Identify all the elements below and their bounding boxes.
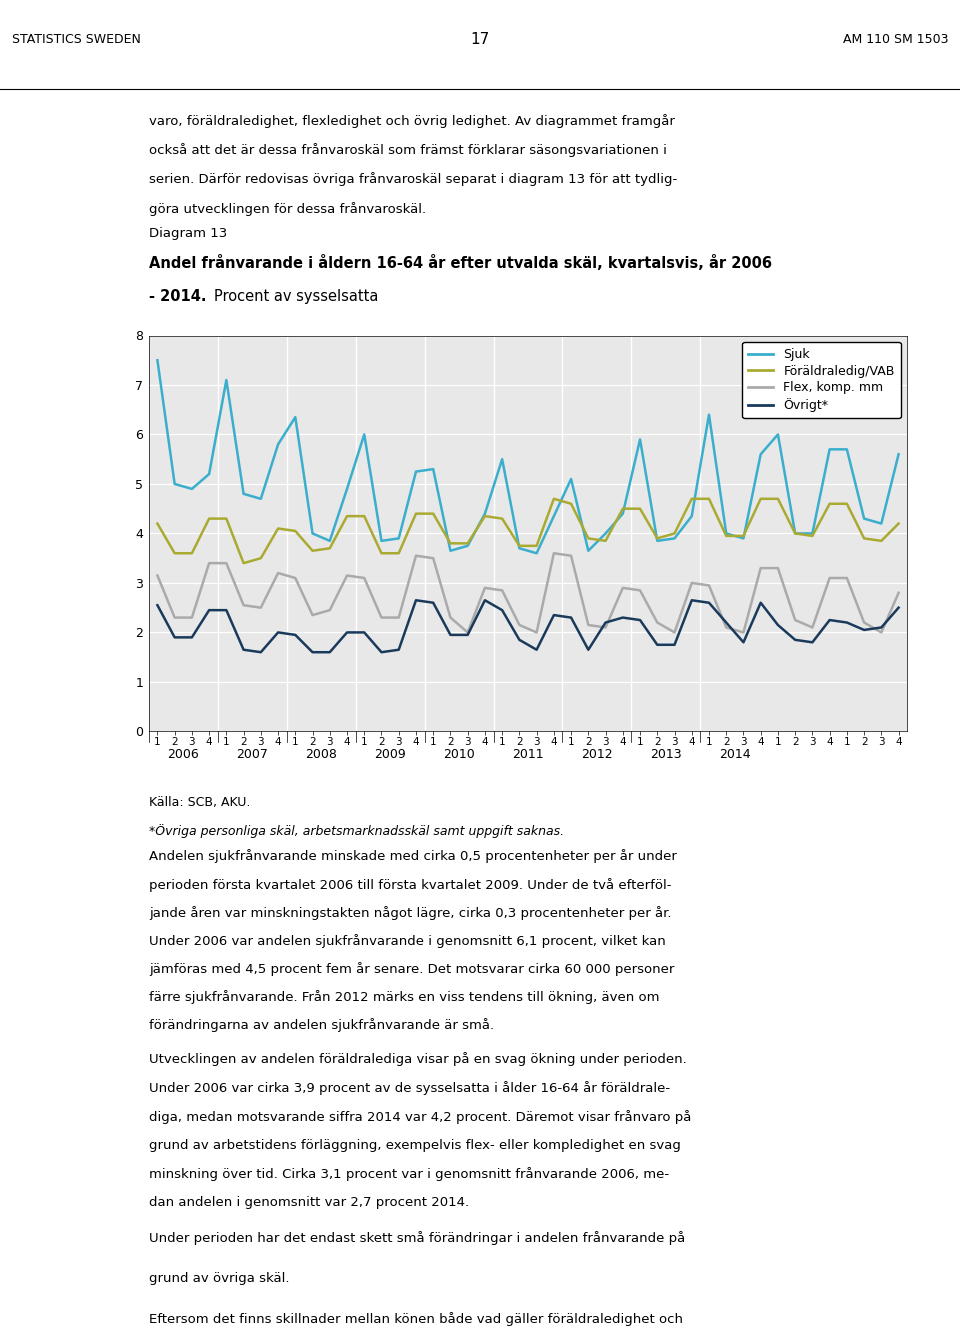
Text: 2007: 2007	[236, 747, 268, 761]
Text: Procent av sysselsatta: Procent av sysselsatta	[214, 290, 378, 305]
Text: Under perioden har det endast skett små förändringar i andelen frånvarande på: Under perioden har det endast skett små …	[149, 1231, 685, 1244]
Text: dan andelen i genomsnitt var 2,7 procent 2014.: dan andelen i genomsnitt var 2,7 procent…	[149, 1196, 468, 1209]
Text: minskning över tid. Cirka 3,1 procent var i genomsnitt frånvarande 2006, me-: minskning över tid. Cirka 3,1 procent va…	[149, 1168, 669, 1181]
Text: Andelen sjukfrånvarande minskade med cirka 0,5 procentenheter per år under: Andelen sjukfrånvarande minskade med cir…	[149, 849, 677, 863]
Text: Diagram 13: Diagram 13	[149, 227, 228, 240]
Text: jande åren var minskningstakten något lägre, cirka 0,3 procentenheter per år.: jande åren var minskningstakten något lä…	[149, 906, 671, 919]
Text: Källa: SCB, AKU.: Källa: SCB, AKU.	[149, 796, 251, 809]
Text: göra utvecklingen för dessa frånvaroskäl.: göra utvecklingen för dessa frånvaroskäl…	[149, 201, 426, 216]
Text: Eftersom det finns skillnader mellan könen både vad gäller föräldraledighet och: Eftersom det finns skillnader mellan kön…	[149, 1312, 683, 1326]
Text: jämföras med 4,5 procent fem år senare. Det motsvarar cirka 60 000 personer: jämföras med 4,5 procent fem år senare. …	[149, 962, 674, 976]
Text: - 2014.: - 2014.	[149, 290, 206, 305]
Text: 2012: 2012	[581, 747, 612, 761]
Text: Under 2006 var cirka 3,9 procent av de sysselsatta i ålder 16-64 år föräldrale-: Under 2006 var cirka 3,9 procent av de s…	[149, 1080, 670, 1095]
Text: serien. Därför redovisas övriga frånvaroskäl separat i diagram 13 för att tydlig: serien. Därför redovisas övriga frånvaro…	[149, 172, 677, 187]
Text: förändringarna av andelen sjukfrånvarande är små.: förändringarna av andelen sjukfrånvarand…	[149, 1019, 494, 1032]
Text: Utvecklingen av andelen föräldralediga visar på en svag ökning under perioden.: Utvecklingen av andelen föräldralediga v…	[149, 1052, 686, 1066]
Text: *Övriga personliga skäl, arbetsmarknadsskäl samt uppgift saknas.: *Övriga personliga skäl, arbetsmarknadss…	[149, 824, 564, 837]
Text: 2011: 2011	[513, 747, 543, 761]
Text: 2008: 2008	[305, 747, 337, 761]
Text: färre sjukfrånvarande. Från 2012 märks en viss tendens till ökning, även om: färre sjukfrånvarande. Från 2012 märks e…	[149, 990, 660, 1004]
Text: också att det är dessa frånvaroskäl som främst förklarar säsongsvariationen i: också att det är dessa frånvaroskäl som …	[149, 144, 666, 157]
Text: Andel frånvarande i åldern 16-64 år efter utvalda skäl, kvartalsvis, år 2006: Andel frånvarande i åldern 16-64 år efte…	[149, 255, 772, 271]
Text: perioden första kvartalet 2006 till första kvartalet 2009. Under de två efterföl: perioden första kvartalet 2006 till förs…	[149, 878, 671, 891]
Text: 2010: 2010	[444, 747, 475, 761]
Text: grund av övriga skäl.: grund av övriga skäl.	[149, 1272, 289, 1284]
Legend: Sjuk, Föräldraledig/VAB, Flex, komp. mm, Övrigt*: Sjuk, Föräldraledig/VAB, Flex, komp. mm,…	[742, 342, 900, 419]
Text: grund av arbetstidens förläggning, exempelvis flex- eller kompledighet en svag: grund av arbetstidens förläggning, exemp…	[149, 1138, 681, 1151]
Text: varo, föräldraledighet, flexledighet och övrig ledighet. Av diagrammet framgår: varo, föräldraledighet, flexledighet och…	[149, 114, 675, 127]
Text: 17: 17	[470, 32, 490, 47]
Text: AM 110 SM 1503: AM 110 SM 1503	[843, 34, 948, 47]
Text: 2009: 2009	[374, 747, 406, 761]
Text: 2006: 2006	[167, 747, 199, 761]
Text: diga, medan motsvarande siffra 2014 var 4,2 procent. Däremot visar frånvaro på: diga, medan motsvarande siffra 2014 var …	[149, 1110, 691, 1123]
Text: STATISTICS SWEDEN: STATISTICS SWEDEN	[12, 34, 140, 47]
Text: 2013: 2013	[650, 747, 682, 761]
Text: Under 2006 var andelen sjukfrånvarande i genomsnitt 6,1 procent, vilket kan: Under 2006 var andelen sjukfrånvarande i…	[149, 934, 665, 947]
Text: 2014: 2014	[719, 747, 751, 761]
